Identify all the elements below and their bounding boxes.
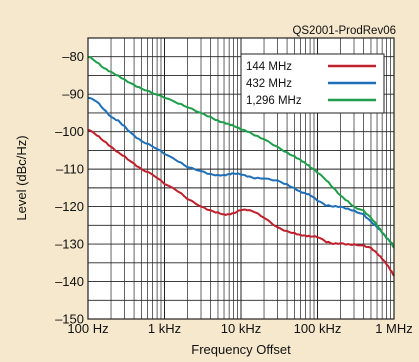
x-tick-label: 10 kHz (221, 321, 261, 336)
legend-label: 144 MHz (246, 61, 292, 73)
legend-label: 432 MHz (246, 78, 292, 90)
chart-annotation: QS2001-ProdRev06 (292, 25, 396, 37)
y-tick-label: –110 (56, 162, 84, 177)
series-line-1-296-mhz (87, 55, 395, 249)
y-tick-label: –80 (62, 49, 84, 64)
y-tick-label: –100 (55, 124, 84, 139)
y-tick-labels: –80 –90 –100 –110 –120 –130 –140 –150 (55, 49, 84, 326)
y-tick-label: –120 (55, 199, 84, 214)
series-lines (87, 55, 395, 277)
y-tick-label: –140 (55, 274, 84, 289)
x-tick-label: 100 kHz (294, 321, 342, 336)
plot-border (87, 37, 395, 320)
series-line-432-mhz (87, 96, 395, 247)
x-tick-label: 1 kHz (148, 321, 181, 336)
y-axis-label: Level (dBc/Hz) (14, 135, 29, 220)
legend: 144 MHz 432 MHz 1,296 MHz (240, 53, 385, 114)
x-axis-label: Frequency Offset (191, 342, 291, 357)
grid-lines (87, 37, 395, 320)
y-tick-label: –90 (62, 87, 84, 102)
x-tick-labels: 100 Hz 1 kHz 10 kHz 100 kHz 1 MHz (67, 321, 412, 336)
legend-label: 1,296 MHz (246, 95, 302, 107)
x-tick-label: 1 MHz (375, 321, 413, 336)
y-tick-label: –130 (55, 237, 84, 252)
series-line-144-mhz (87, 128, 395, 277)
y-tick-label: –150 (55, 312, 84, 327)
x-tick-label: 100 Hz (67, 321, 108, 336)
